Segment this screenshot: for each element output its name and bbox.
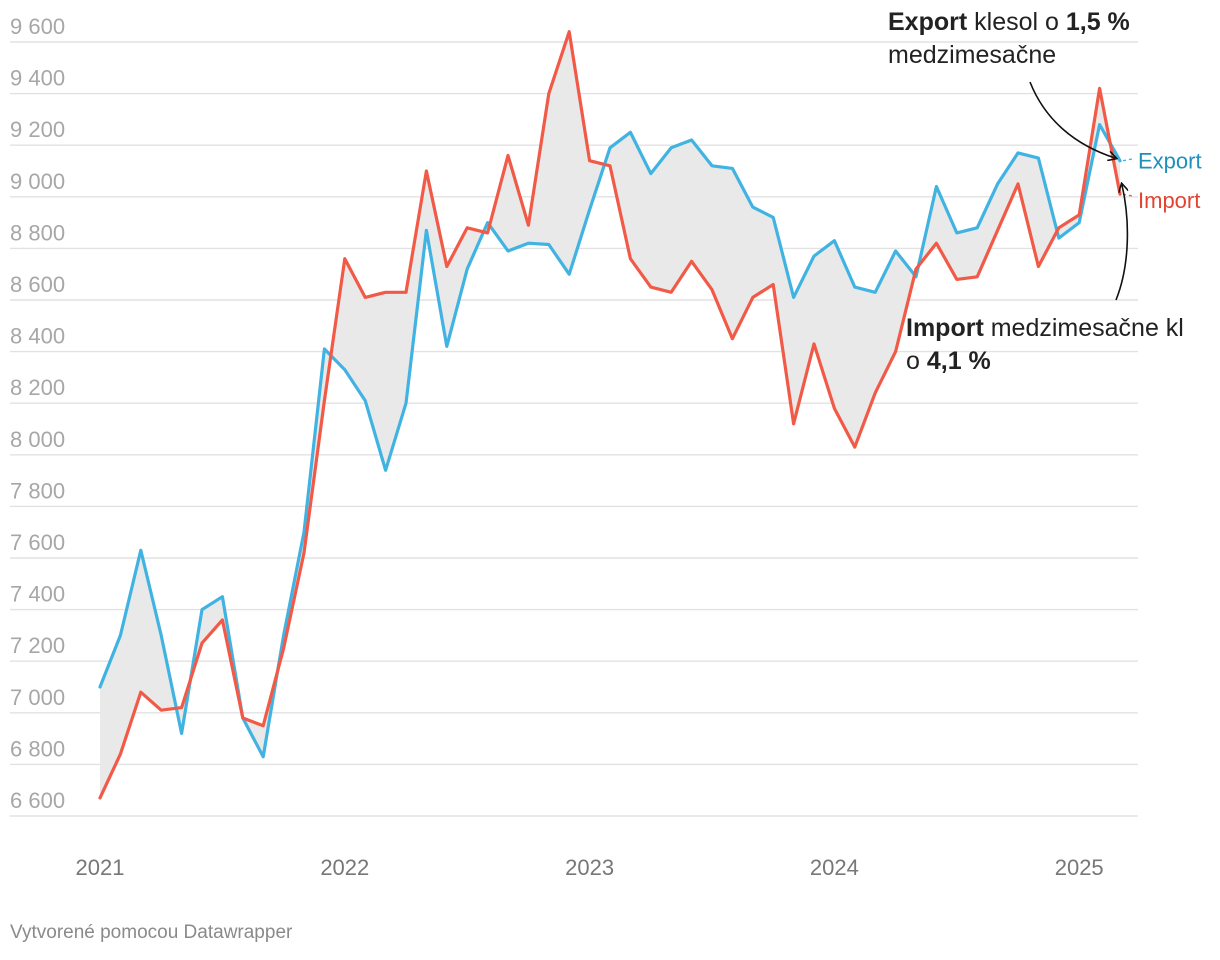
y-tick-label: 6 600 [10, 788, 65, 813]
x-tick-label: 2023 [565, 855, 614, 880]
x-axis-tick-labels: 2021 2022 2023 2024 2025 [76, 855, 1104, 880]
y-tick-label: 8 600 [10, 272, 65, 297]
annotation-import-line1: Import medzimesačne kl [906, 314, 1184, 342]
y-tick-label: 7 600 [10, 530, 65, 555]
import-annotation-arrow [1115, 185, 1127, 301]
x-tick-label: 2022 [320, 855, 369, 880]
y-tick-label: 8 000 [10, 427, 65, 452]
series-lines [98, 30, 1122, 800]
x-tick-label: 2024 [810, 855, 859, 880]
footer-credit: Vytvorené pomocou Datawrapper [10, 922, 293, 943]
annotation-export-line2: medzimesačne [888, 41, 1056, 69]
line-chart: 9 600 9 400 9 200 9 000 8 800 8 600 8 400 8 200… [10, 8, 1202, 880]
export-series-label: Export [1138, 149, 1202, 174]
y-tick-label: 8 800 [10, 220, 65, 245]
x-tick-label: 2025 [1055, 855, 1104, 880]
y-tick-label: 8 200 [10, 375, 65, 400]
export-label-leader [1122, 157, 1135, 162]
annotation-import-line2: o 4,1 % [906, 347, 991, 375]
y-tick-label: 7 000 [10, 685, 65, 710]
export-annotation-arrow [1029, 81, 1115, 158]
y-tick-label: 9 000 [10, 169, 65, 194]
y-tick-label: 9 200 [10, 117, 65, 142]
y-tick-label: 7 800 [10, 478, 65, 503]
import-label-leader [1122, 193, 1135, 197]
y-tick-label: 7 400 [10, 582, 65, 607]
y-tick-label: 9 600 [10, 14, 65, 39]
y-tick-label: 7 200 [10, 633, 65, 658]
series-end-labels: Export Import [1122, 149, 1202, 213]
import-line [98, 30, 1122, 800]
y-tick-label: 9 400 [10, 66, 65, 91]
export-line [98, 122, 1122, 759]
import-series-label: Import [1138, 188, 1200, 213]
y-axis-tick-labels: 9 600 9 400 9 200 9 000 8 800 8 600 8 400 8 200… [10, 14, 65, 813]
y-tick-label: 6 800 [10, 736, 65, 761]
annotations: Export klesol o 1,5 % medzimesačne Import … [888, 8, 1184, 375]
annotation-export-line1: Export klesol o 1,5 % [888, 8, 1130, 36]
y-tick-label: 8 400 [10, 324, 65, 349]
x-tick-label: 2021 [76, 855, 125, 880]
